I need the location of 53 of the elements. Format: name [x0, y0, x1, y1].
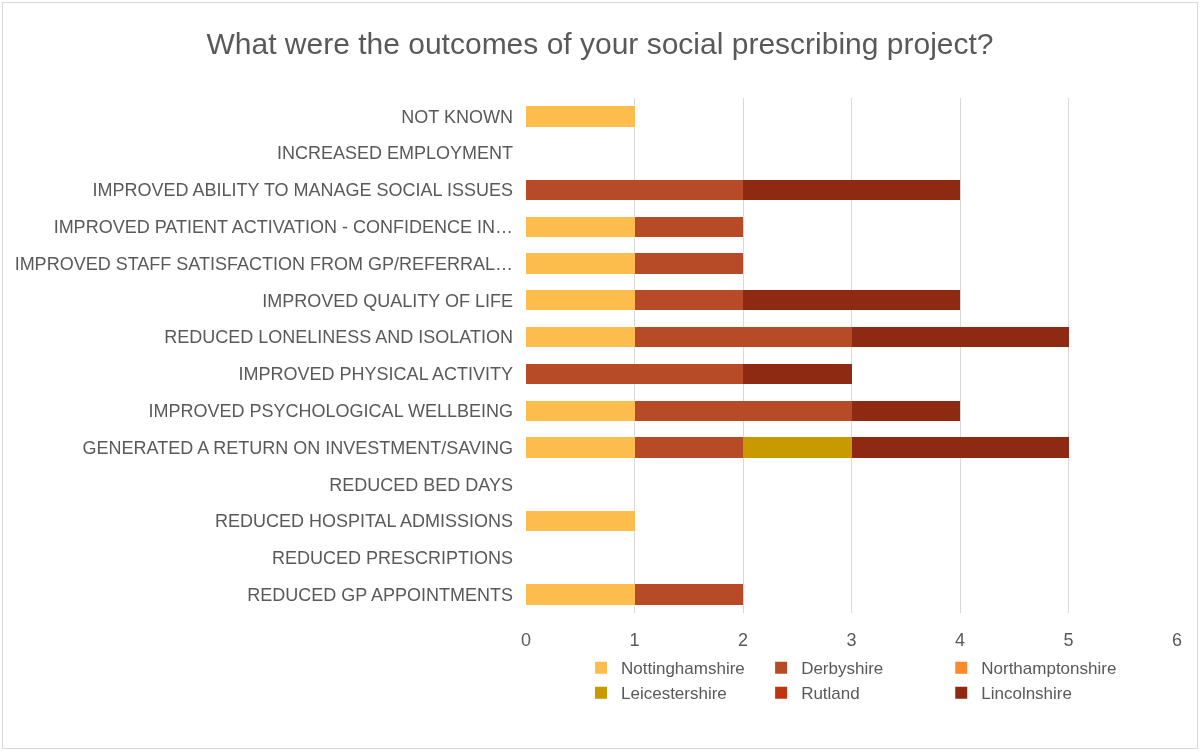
y-tick-label: REDUCED GP APPOINTMENTS	[247, 584, 513, 605]
y-tick-label: NOT KNOWN	[401, 106, 513, 127]
y-tick-label: REDUCED LONELINESS AND ISOLATION	[164, 327, 513, 348]
y-tick-label: INCREASED EMPLOYMENT	[276, 143, 513, 164]
bar	[526, 106, 635, 127]
bar	[634, 437, 743, 458]
bar	[634, 584, 743, 605]
legend-label: Rutland	[801, 684, 860, 704]
chart-title: What were the outcomes of your social prescribing project?	[206, 26, 994, 60]
bar	[743, 179, 960, 201]
x-tick-label: 5	[1063, 630, 1074, 650]
legend-label: Northamptonshire	[981, 659, 1117, 679]
bar	[851, 400, 960, 421]
y-tick-label: REDUCED HOSPITAL ADMISSIONS	[214, 511, 513, 532]
bar	[634, 326, 852, 348]
legend-label: Derbyshire	[801, 659, 884, 679]
bar	[634, 216, 743, 237]
y-tick-label: REDUCED BED DAYS	[329, 474, 513, 495]
y-tick-label: IMPROVED STAFF SATISFACTION FROM GP/REFERRAL…	[14, 253, 513, 274]
bar	[634, 253, 743, 274]
x-tick-label: 6	[1171, 630, 1183, 650]
bar	[526, 400, 635, 421]
x-tick-label: 0	[520, 630, 532, 650]
y-tick-label: IMPROVED PSYCHOLOGICAL WELLBEING	[148, 400, 513, 421]
y-tick-label: IMPROVED QUALITY OF LIFE	[262, 290, 513, 311]
legend-label: Lincolnshire	[981, 684, 1072, 704]
bar	[526, 290, 635, 311]
bar	[526, 584, 635, 605]
bar	[526, 179, 743, 201]
bar	[851, 326, 1069, 348]
x-tick-label: 2	[737, 630, 749, 650]
bar	[526, 363, 743, 385]
y-tick-label: REDUCED PRESCRIPTIONS	[271, 548, 513, 569]
y-tick-label: IMPROVED PHYSICAL ACTIVITY	[238, 364, 513, 385]
y-tick-label: IMPROVED ABILITY TO MANAGE SOCIAL ISSUES	[92, 180, 513, 201]
bar	[634, 290, 743, 311]
y-tick-label: GENERATED A RETURN ON INVESTMENT/SAVING	[82, 437, 513, 458]
bar	[526, 326, 635, 348]
x-tick-label: 3	[846, 630, 857, 650]
y-tick-label: IMPROVED PATIENT ACTIVATION - CONFIDENCE IN…	[53, 217, 513, 238]
legend-label: Nottinghamshire	[621, 659, 745, 679]
bar	[851, 437, 1069, 458]
bar	[526, 437, 635, 458]
bar	[526, 253, 635, 274]
x-tick-label: 1	[629, 630, 640, 650]
bar	[743, 290, 960, 311]
bar	[526, 510, 635, 532]
bar	[743, 437, 852, 458]
bar	[526, 216, 635, 237]
x-tick-label: 4	[954, 630, 966, 650]
bar	[634, 400, 852, 421]
bar	[743, 363, 852, 385]
legend-label: Leicestershire	[621, 684, 727, 704]
